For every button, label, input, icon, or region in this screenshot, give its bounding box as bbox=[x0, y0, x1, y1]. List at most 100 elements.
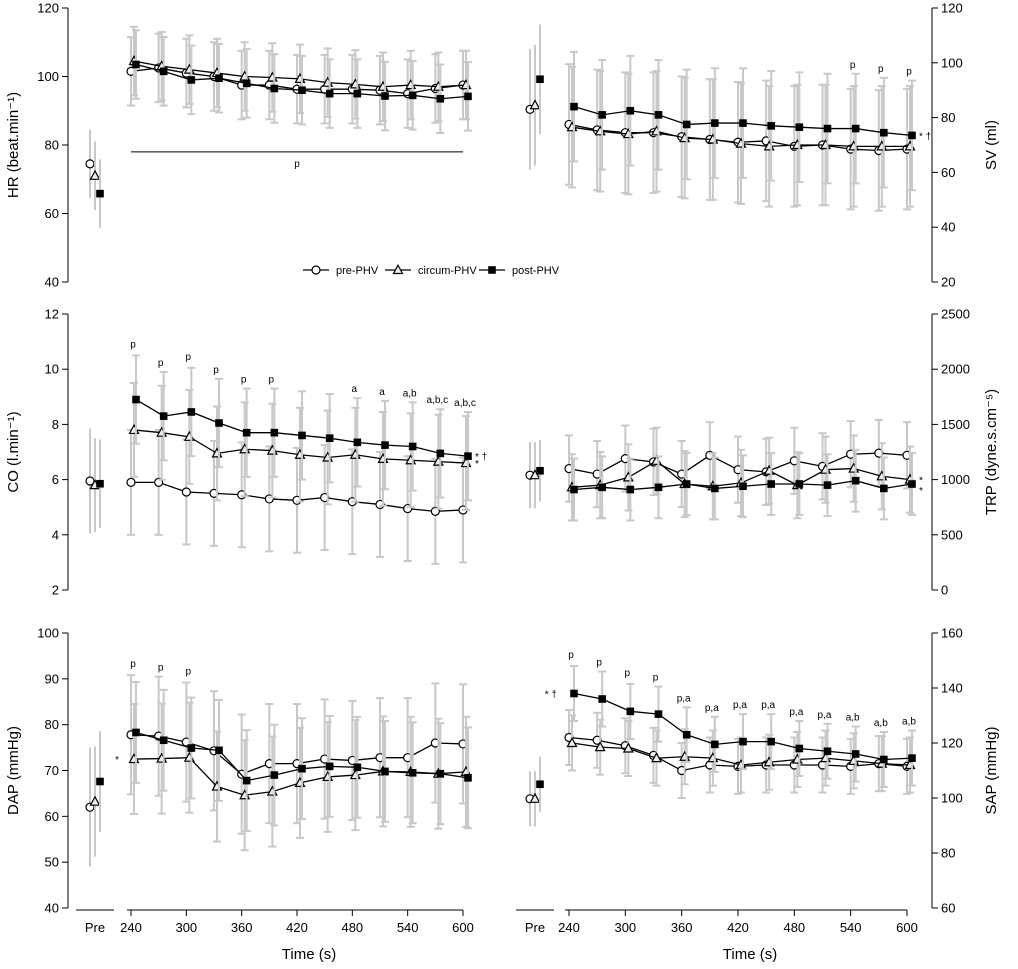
y-axis-title: SAP (mmHg) bbox=[983, 726, 1000, 814]
significance-label: p,a bbox=[677, 693, 691, 704]
data-point bbox=[215, 74, 223, 83]
data-point bbox=[598, 483, 606, 492]
y-tick-label: 80 bbox=[941, 846, 955, 861]
significance-label: p bbox=[158, 663, 164, 674]
x-tick-label: 420 bbox=[286, 920, 308, 935]
significance-label: a,b bbox=[874, 718, 888, 729]
x-tick-label: 300 bbox=[175, 920, 197, 935]
significance-label: a,b bbox=[403, 388, 417, 399]
x-tick-label-pre: Pre bbox=[85, 920, 105, 935]
significance-label: p bbox=[241, 375, 247, 386]
data-point bbox=[132, 60, 140, 69]
significance-label: * † bbox=[475, 452, 487, 463]
data-point bbox=[739, 737, 747, 746]
x-tick-label: 300 bbox=[614, 920, 636, 935]
y-axis-title: HR (beat.min⁻¹) bbox=[5, 92, 22, 198]
data-point bbox=[767, 480, 775, 488]
series-post-phv bbox=[536, 439, 916, 522]
data-point bbox=[795, 123, 804, 131]
y-tick-label: 2500 bbox=[941, 307, 970, 322]
data-point bbox=[132, 395, 140, 404]
significance-label: p bbox=[850, 60, 856, 71]
panel-hr: 40 60 80 100 120 HR (beat.min⁻¹) p bbox=[5, 1, 472, 290]
x-axis-right: Pre 240 300 360 420 480 540 600 Time (s) bbox=[516, 909, 918, 963]
panel-sv: 20 40 60 80 100 120 SV (ml) p p p * † bbox=[525, 1, 1000, 290]
data-point bbox=[851, 476, 860, 485]
data-point bbox=[908, 754, 916, 762]
data-point bbox=[215, 419, 223, 427]
data-point bbox=[464, 774, 472, 782]
data-point bbox=[215, 746, 223, 755]
data-point bbox=[436, 94, 445, 103]
y-tick-label: 140 bbox=[941, 681, 963, 696]
pre-point bbox=[536, 780, 544, 789]
significance-label: * bbox=[919, 486, 923, 497]
significance-label: * bbox=[919, 476, 923, 487]
x-tick-label: 540 bbox=[840, 920, 862, 935]
x-tick-label: 540 bbox=[397, 920, 419, 935]
y-tick-label: 100 bbox=[37, 626, 59, 641]
significance-label: a,b,c bbox=[426, 395, 448, 406]
significance-label: p bbox=[568, 650, 574, 661]
data-point bbox=[159, 412, 168, 420]
significance-label: * bbox=[475, 459, 479, 470]
data-point bbox=[187, 744, 196, 752]
legend-label: post-PHV bbox=[512, 265, 560, 277]
legend-label: circum-PHV bbox=[418, 265, 477, 277]
data-point bbox=[325, 762, 334, 771]
data-point bbox=[654, 111, 663, 119]
y-tick-label: 120 bbox=[941, 736, 963, 751]
legend-marker bbox=[311, 265, 321, 275]
data-point bbox=[181, 487, 191, 497]
data-point bbox=[795, 744, 804, 753]
y-tick-label: 40 bbox=[45, 275, 59, 290]
x-tick-label: 480 bbox=[783, 920, 805, 935]
x-tick-label: 360 bbox=[231, 920, 253, 935]
data-point bbox=[654, 710, 663, 718]
panel-sap: 60 80 100 120 140 160 SAP (mmHg) p p p p p,a p,a p,a p… bbox=[525, 626, 1000, 916]
significance-label: p bbox=[130, 659, 136, 670]
significance-label: p bbox=[878, 64, 884, 75]
significance-label: p,a bbox=[705, 703, 719, 714]
x-tick-label: 360 bbox=[671, 920, 693, 935]
data-point bbox=[682, 730, 691, 739]
pre-point bbox=[536, 466, 544, 475]
pre-point bbox=[96, 777, 104, 786]
y-tick-label: 2000 bbox=[941, 362, 970, 377]
y-tick-label: 100 bbox=[37, 69, 59, 84]
significance-label: p bbox=[625, 668, 631, 679]
y-tick-label: 6 bbox=[52, 472, 59, 487]
significance-label: p bbox=[906, 67, 912, 78]
data-point bbox=[908, 131, 916, 140]
data-point bbox=[598, 695, 606, 703]
data-point bbox=[626, 485, 635, 494]
x-tick-label-pre: Pre bbox=[525, 920, 545, 935]
data-point bbox=[682, 480, 691, 488]
y-tick-label: 4 bbox=[52, 527, 59, 542]
data-point bbox=[626, 106, 635, 115]
data-point bbox=[270, 771, 279, 779]
data-point bbox=[325, 434, 334, 442]
x-axis-left: Pre 240 300 360 420 480 540 600 Time (s) bbox=[76, 909, 474, 963]
panel-trp: 0 500 1000 1500 2000 2500 TRP (dyne.s.cm⁻⁵) ** bbox=[525, 307, 1000, 598]
significance-label: a,b,c bbox=[454, 398, 476, 409]
y-tick-label: 8 bbox=[52, 417, 59, 432]
y-tick-label: 500 bbox=[941, 527, 963, 542]
significance-label: p bbox=[294, 159, 300, 170]
y-tick-label: 80 bbox=[45, 717, 59, 732]
data-point bbox=[464, 92, 472, 101]
x-tick-label: 240 bbox=[558, 920, 580, 935]
x-axis-title: Time (s) bbox=[282, 946, 336, 963]
pre-point bbox=[96, 479, 104, 488]
series-pre-phv bbox=[85, 428, 468, 565]
y-tick-label: 0 bbox=[941, 583, 948, 598]
pre-point bbox=[89, 795, 101, 806]
x-axis-title: Time (s) bbox=[723, 946, 777, 963]
y-axis-title: TRP (dyne.s.cm⁻⁵) bbox=[983, 389, 1000, 515]
significance-label: p,a bbox=[733, 700, 747, 711]
x-axes: Pre 240 300 360 420 480 540 600 Time (s) Pre 240 30… bbox=[76, 909, 918, 963]
pre-point bbox=[85, 159, 95, 169]
x-tick-label: 600 bbox=[452, 920, 474, 935]
pre-point bbox=[89, 169, 101, 180]
